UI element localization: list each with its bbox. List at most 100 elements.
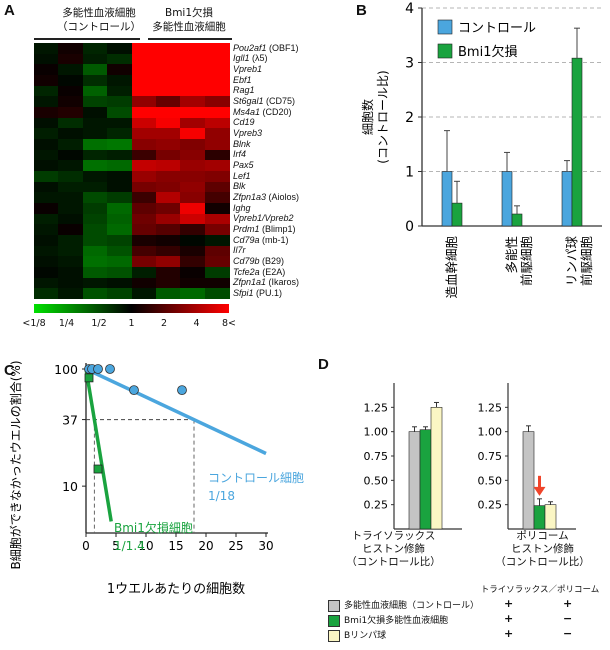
gene-alias: (CD20) <box>260 106 292 117</box>
heatmap-cell <box>180 245 206 257</box>
heatmap-cell <box>82 235 108 247</box>
heatmap-cell <box>155 192 181 204</box>
gene-label: Lef1 <box>233 171 251 182</box>
y-tick-label: 1.25 <box>364 401 389 414</box>
y-tick-label: 100 <box>54 362 78 377</box>
y-tick-label: 10 <box>62 479 78 494</box>
heatmap-cell <box>204 64 230 76</box>
control-data-point <box>105 364 115 374</box>
gene-label-list: Pou2af1 (OBF1) Igll1 (λ5) Vpreb1 Ebf1 Rag1 St… <box>233 43 353 299</box>
heatmap-cell <box>180 96 206 108</box>
panel-letter-c: C <box>4 362 15 379</box>
polycomb-label-line3: （コントロール比） <box>495 556 590 568</box>
category-label-line: 造血幹細胞 <box>444 236 459 299</box>
heatmap-cell <box>180 85 206 97</box>
heatmap-cell <box>58 43 84 55</box>
gene-label: Sfpi1 (PU.1) <box>233 288 282 299</box>
heatmap-cell <box>204 117 230 129</box>
heatmap-cell <box>204 160 230 172</box>
highlight-arrow-head <box>533 486 546 496</box>
bmi1-header-line2: 多能性血液細胞 <box>152 21 226 33</box>
trithorax-mark: + <box>504 627 514 640</box>
heatmap-cell <box>34 171 59 183</box>
heatmap-cell <box>107 277 132 289</box>
heatmap-cell <box>204 245 230 257</box>
heatmap-cell <box>107 192 132 204</box>
polycomb-group-label: ポリコーム ヒストン修飾 （コントロール比） <box>480 530 605 569</box>
heatmap-cell <box>107 75 132 87</box>
gene-symbol: Irf4 <box>233 149 247 160</box>
gene-label: Ms4a1 (CD20) <box>233 107 292 118</box>
control-group-header: 多能性血液細胞 （コントロール） <box>54 6 144 34</box>
category-label-line: 前駆細胞 <box>519 236 534 287</box>
heatmap-cell <box>180 171 206 183</box>
heatmap-cell <box>155 171 181 183</box>
scale-label: 1/2 <box>91 318 107 329</box>
polycomb-mark: − <box>563 612 573 625</box>
heatmap-cell <box>82 213 108 225</box>
gene-alias: (CD75) <box>263 95 296 106</box>
heatmap-cell <box>131 128 157 140</box>
heatmap-cell <box>107 139 132 151</box>
gene-symbol: Cd79a <box>233 234 260 245</box>
heatmap-cell <box>107 149 132 161</box>
panel-letter-d: D <box>318 356 329 373</box>
y-axis-label-line: 細胞数 <box>360 99 375 135</box>
heatmap-cell <box>131 85 157 97</box>
heatmap-cell <box>58 181 84 193</box>
heatmap-cell <box>131 288 157 300</box>
heatmap-cell <box>180 192 206 204</box>
bar <box>533 505 546 530</box>
trithorax-mark: + <box>504 597 514 610</box>
heatmap-cell <box>131 160 157 172</box>
heatmap-cell <box>34 245 59 257</box>
heatmap-cell <box>58 64 84 76</box>
heatmap-cell <box>107 96 132 108</box>
gene-symbol: Zfpn1a1 <box>233 277 267 288</box>
heatmap-cell <box>58 96 84 108</box>
scale-label: 8< <box>221 318 236 329</box>
bar <box>544 504 557 530</box>
heatmap-cell <box>180 235 206 247</box>
gene-symbol: Vpreb3 <box>233 127 263 138</box>
heatmap-cell <box>107 43 132 55</box>
heatmap-cell <box>131 256 157 268</box>
heatmap-cell <box>155 128 181 140</box>
x-tick-label: 20 <box>198 539 213 553</box>
heatmap-cell <box>107 213 132 225</box>
y-tick-label: 1.25 <box>478 401 503 414</box>
heatmap-cell <box>82 53 108 65</box>
scale-label: 1/4 <box>58 318 75 329</box>
legend-label: Bmi1欠損多能性血液細胞 <box>344 616 449 626</box>
heatmap-cell <box>107 117 132 129</box>
heatmap-cell <box>107 203 132 215</box>
heatmap-cell <box>204 171 230 183</box>
heatmap-cell <box>34 139 59 151</box>
gene-label: Igll1 (λ5) <box>233 53 268 64</box>
heatmap-cell <box>82 96 108 108</box>
gene-symbol: Cd79b <box>233 255 260 266</box>
heatmap-cell <box>180 267 206 279</box>
bmi1-fit-line <box>84 368 113 522</box>
legend-label: Bリンパ球 <box>344 631 387 641</box>
y-tick-label: 0.50 <box>364 474 389 487</box>
heatmap-cell <box>131 64 157 76</box>
category-label-line: 前駆細胞 <box>579 236 594 287</box>
heatmap-cell <box>155 181 181 193</box>
heatmap-cell <box>155 213 181 225</box>
gene-symbol: Igll1 <box>233 53 250 64</box>
gene-label: Cd79b (B29) <box>233 256 284 267</box>
legend-header: トライソラックス／ポリコーム <box>480 585 600 595</box>
gene-symbol: Ighg <box>233 202 251 213</box>
y-tick-label: 0.25 <box>478 499 503 512</box>
x-tick-label: 15 <box>168 539 183 553</box>
heatmap-cell <box>34 107 59 119</box>
heatmap-cell <box>131 53 157 65</box>
heatmap-cell <box>58 235 84 247</box>
heatmap-cell <box>107 235 132 247</box>
heatmap-cell <box>34 128 59 140</box>
heatmap-cell <box>107 171 132 183</box>
gene-symbol: Il7r <box>233 245 246 256</box>
heatmap-grid <box>34 43 230 300</box>
heatmap-cell <box>82 224 108 236</box>
